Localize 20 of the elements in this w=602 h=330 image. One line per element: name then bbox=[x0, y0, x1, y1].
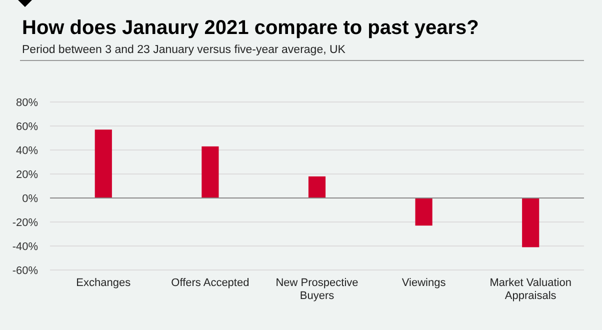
y-tick-label: 80% bbox=[16, 96, 38, 109]
bar bbox=[202, 146, 219, 198]
y-tick-label: 60% bbox=[16, 120, 38, 133]
y-tick-label: -60% bbox=[12, 264, 38, 277]
bar bbox=[415, 198, 432, 226]
y-tick-label: 40% bbox=[16, 144, 38, 157]
y-tick-label: 20% bbox=[16, 168, 38, 181]
chart-title: How does Janaury 2021 compare to past years? bbox=[22, 17, 479, 39]
chart-subtitle: Period between 3 and 23 January versus five-year average, UK bbox=[22, 44, 346, 56]
bar bbox=[94, 130, 112, 198]
y-tick-label: -20% bbox=[12, 216, 38, 229]
x-tick-label: Market Valuation Appraisals bbox=[490, 277, 572, 302]
x-tick-label: Viewings bbox=[402, 277, 446, 289]
x-tick-label: Offers Accepted bbox=[171, 277, 250, 289]
y-tick-label: 0% bbox=[22, 192, 38, 205]
bar bbox=[522, 198, 540, 248]
x-tick-label: New Prospective Buyers bbox=[276, 277, 358, 302]
x-tick-label: Exchanges bbox=[76, 277, 132, 289]
y-tick-label: -40% bbox=[12, 240, 38, 253]
bar bbox=[308, 176, 326, 198]
